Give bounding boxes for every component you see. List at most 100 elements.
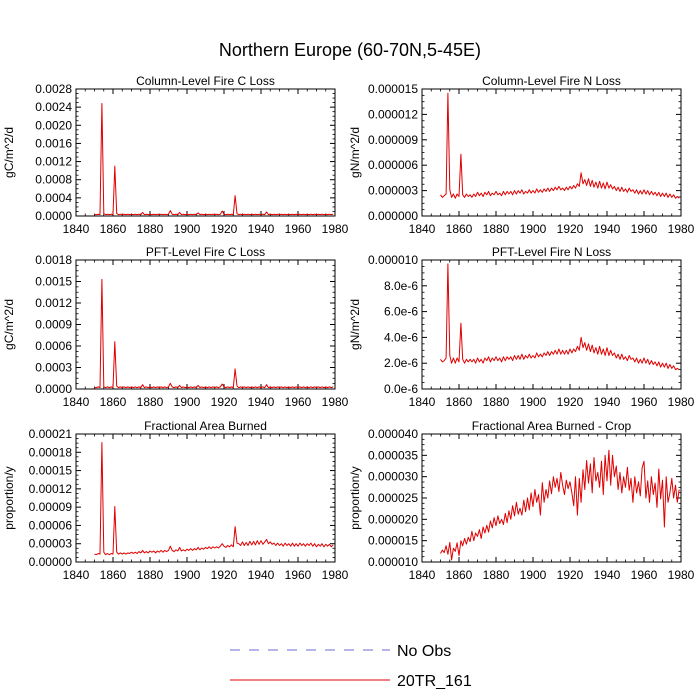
panel-title: Column-Level Fire N Loss	[482, 74, 621, 88]
legend-label-20tr-161: 20TR_161	[397, 673, 472, 690]
y-tick-label: 6.0e-6	[384, 305, 418, 319]
y-tick-label: 0.0e-6	[384, 382, 418, 396]
panel-title: PFT-Level Fire C Loss	[146, 245, 265, 259]
x-tick-label: 1860	[100, 568, 127, 582]
x-tick-label: 1980	[322, 222, 349, 236]
x-tick-label: 1960	[285, 568, 312, 582]
x-tick-label: 1960	[631, 222, 658, 236]
y-tick-label: 0.000003	[368, 184, 418, 198]
y-tick-label: 0.0024	[35, 100, 72, 114]
y-tick-label: 2.0e-6	[384, 356, 418, 370]
y-tick-label: 0.000035	[368, 448, 418, 462]
x-tick-label: 1880	[483, 395, 510, 409]
chart-panel-6: Fractional Area Burned - Crop proportion/…	[348, 419, 695, 582]
y-tick-label: 0.000010	[368, 253, 418, 267]
x-tick-label: 1880	[137, 395, 164, 409]
x-tick-label: 1920	[557, 222, 584, 236]
y-axis-label: gN/m^2/d	[348, 127, 362, 178]
x-tick-label: 1900	[520, 568, 547, 582]
series-line	[94, 103, 334, 216]
x-tick-label: 1860	[446, 395, 473, 409]
series-line	[440, 263, 680, 371]
y-tick-label: 0.000012	[368, 107, 418, 121]
y-tick-label: 0.0016	[35, 136, 72, 150]
y-tick-label: 0.000009	[368, 133, 418, 147]
chart-panel-4: PFT-Level Fire N Loss gN/m^2/d 1840 1860 188…	[348, 245, 695, 409]
x-tick-label: 1860	[446, 222, 473, 236]
y-tick-label: 0.0020	[35, 118, 72, 132]
plot-frame	[421, 259, 682, 390]
panel-title: Column-Level Fire C Loss	[136, 74, 275, 88]
x-tick-label: 1860	[446, 568, 473, 582]
y-tick-label: 0.0012	[35, 296, 72, 310]
x-tick-label: 1940	[248, 222, 275, 236]
y-tick-label: 0.0015	[35, 275, 72, 289]
y-tick-label: 0.0009	[35, 318, 72, 332]
x-tick-label: 1880	[483, 222, 510, 236]
x-tick-label: 1940	[248, 395, 275, 409]
x-tick-label: 1900	[174, 568, 201, 582]
y-axis-label: gC/m^2/d	[2, 127, 16, 178]
x-tick-label: 1840	[63, 395, 90, 409]
x-tick-label: 1920	[211, 222, 238, 236]
x-tick-label: 1980	[322, 395, 349, 409]
y-tick-label: 0.00018	[29, 445, 73, 459]
x-tick-label: 1860	[100, 222, 127, 236]
y-tick-label: 0.0006	[35, 339, 72, 353]
plot-frame	[421, 88, 682, 217]
x-tick-label: 1840	[409, 395, 436, 409]
plot-frame	[421, 433, 682, 563]
plot-frame	[75, 259, 336, 390]
legend: No Obs 20TR_161	[230, 643, 472, 690]
y-tick-label: 0.00000	[29, 555, 73, 569]
x-tick-label: 1900	[520, 395, 547, 409]
x-tick-label: 1980	[668, 222, 695, 236]
series-line	[440, 92, 680, 199]
y-tick-label: 0.000000	[368, 209, 418, 223]
y-axis-label: proportion/y	[348, 466, 362, 529]
panel-title: Fractional Area Burned	[144, 419, 267, 433]
x-tick-label: 1960	[285, 395, 312, 409]
y-tick-label: 0.0004	[35, 191, 72, 205]
y-tick-label: 0.0018	[35, 253, 72, 267]
x-tick-label: 1920	[211, 568, 238, 582]
panels: Column-Level Fire C Loss gC/m^2/d 1840 1860…	[2, 74, 695, 582]
y-tick-label: 0.00009	[29, 500, 73, 514]
plot-frame	[75, 88, 336, 217]
series-line	[440, 449, 680, 561]
x-tick-label: 1840	[409, 568, 436, 582]
x-tick-label: 1920	[557, 395, 584, 409]
y-axis-label: gC/m^2/d	[2, 299, 16, 350]
x-tick-label: 1940	[248, 568, 275, 582]
y-tick-label: 0.000040	[368, 427, 418, 441]
x-tick-label: 1840	[63, 222, 90, 236]
x-tick-label: 1840	[409, 222, 436, 236]
y-axis-label: proportion/y	[2, 466, 16, 529]
legend-label-no-obs: No Obs	[397, 643, 451, 660]
chart-panel-2: Column-Level Fire N Loss gN/m^2/d 1840 1860…	[348, 74, 695, 236]
chart-panel-5: Fractional Area Burned proportion/y 1840 18…	[2, 419, 349, 582]
x-tick-label: 1880	[483, 568, 510, 582]
x-tick-label: 1980	[668, 568, 695, 582]
y-tick-label: 0.00006	[29, 518, 73, 532]
y-tick-label: 0.000006	[368, 158, 418, 172]
x-tick-label: 1980	[322, 568, 349, 582]
x-tick-label: 1980	[668, 395, 695, 409]
x-tick-label: 1900	[520, 222, 547, 236]
x-tick-label: 1880	[137, 222, 164, 236]
x-tick-label: 1940	[594, 568, 621, 582]
x-tick-label: 1920	[211, 395, 238, 409]
figure-title: Northern Europe (60-70N,5-45E)	[219, 40, 481, 60]
y-tick-label: 0.00021	[29, 427, 73, 441]
x-tick-label: 1900	[174, 222, 201, 236]
x-tick-label: 1940	[594, 222, 621, 236]
y-tick-label: 0.000015	[368, 534, 418, 548]
y-tick-label: 0.000030	[368, 470, 418, 484]
y-tick-label: 0.0028	[35, 82, 72, 96]
x-tick-label: 1960	[631, 568, 658, 582]
y-tick-label: 0.00012	[29, 482, 73, 496]
chart-panel-3: PFT-Level Fire C Loss gC/m^2/d 1840 1860 188…	[2, 245, 349, 409]
y-tick-label: 0.0000	[35, 382, 72, 396]
y-tick-label: 0.0000	[35, 209, 72, 223]
